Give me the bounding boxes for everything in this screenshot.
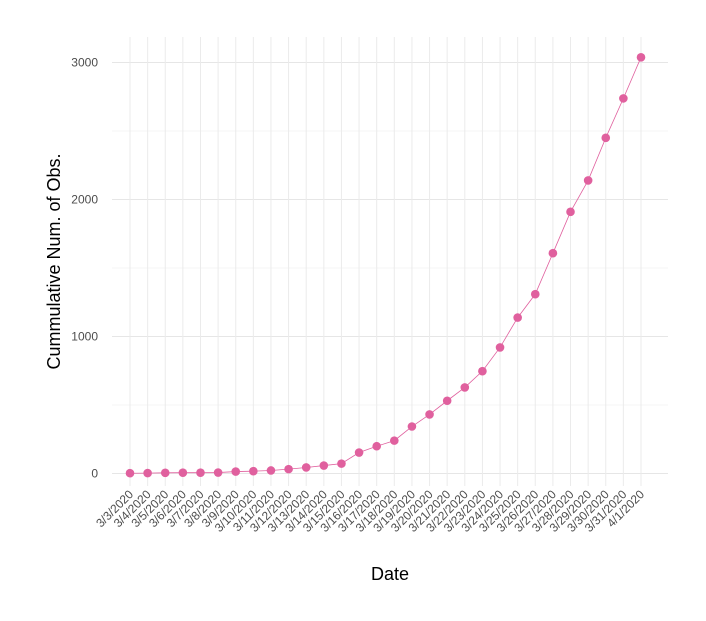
grid-lines (112, 37, 668, 486)
data-point (266, 466, 276, 475)
data-point (566, 207, 575, 217)
data-point (548, 248, 558, 258)
data-point (249, 466, 258, 476)
data-point (530, 289, 540, 299)
data-point (495, 343, 505, 352)
y-tick-label: 3000 (71, 56, 98, 70)
data-point (425, 410, 434, 419)
data-point (583, 176, 593, 185)
data-point (442, 396, 452, 406)
data-point (196, 468, 205, 477)
data-point (213, 468, 223, 477)
data-point (160, 468, 170, 478)
data-point (513, 313, 522, 322)
data-point (460, 383, 470, 392)
y-tick-label: 2000 (71, 193, 98, 207)
data-point (301, 463, 311, 472)
data-point (354, 448, 364, 457)
data-point (390, 436, 399, 445)
data-point (372, 441, 381, 451)
x-axis-tick-labels: 3/3/20203/4/20203/5/20203/6/20203/7/2020… (93, 487, 647, 535)
data-point (478, 366, 487, 376)
data-point (407, 422, 417, 431)
data-point (125, 468, 135, 478)
data-point (178, 468, 188, 477)
data-point (601, 133, 611, 143)
data-point (319, 461, 329, 470)
series-cumulative-observations (125, 52, 646, 478)
y-tick-label: 0 (91, 467, 98, 481)
y-tick-label: 1000 (71, 330, 98, 344)
data-point (143, 468, 152, 478)
data-point (636, 52, 646, 62)
series-line (129, 57, 642, 474)
x-axis-title: Date (371, 564, 409, 584)
y-axis-tick-labels: 0 1000 2000 3000 (71, 56, 98, 481)
data-point (619, 94, 628, 103)
data-point (231, 467, 241, 476)
data-point (337, 459, 346, 468)
y-axis-title: Cummulative Num. of Obs. (44, 153, 64, 369)
data-point (284, 464, 293, 474)
